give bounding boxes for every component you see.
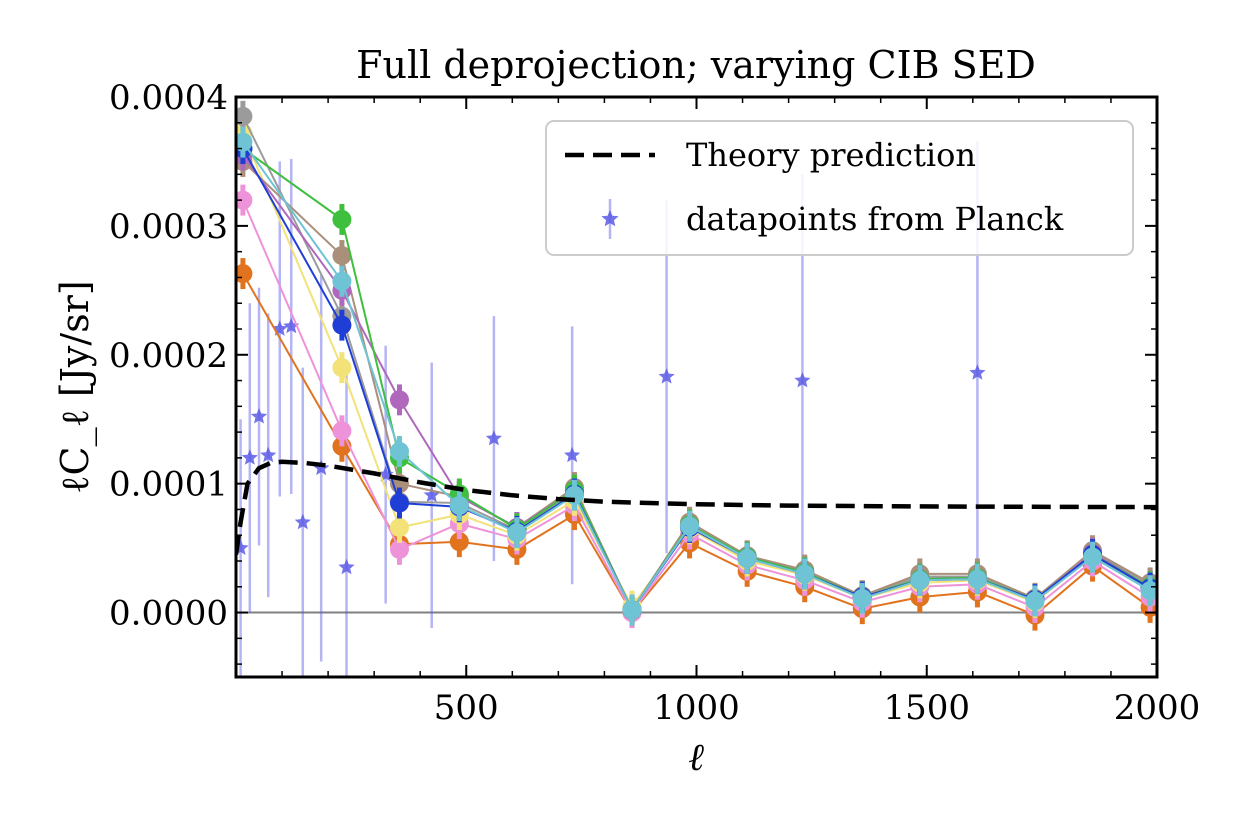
series-point — [332, 315, 352, 335]
series-point — [449, 532, 469, 552]
planck-point — [294, 513, 311, 530]
planck-point — [969, 364, 986, 380]
planck-point — [283, 317, 300, 334]
planck-point — [338, 558, 355, 575]
series-point — [737, 548, 757, 568]
theory-line — [236, 459, 1157, 555]
planck-point — [260, 446, 277, 463]
legend: Theory prediction datapoints from Planck — [545, 120, 1134, 256]
series-point — [910, 570, 930, 590]
plot-area — [236, 100, 1157, 677]
series-0 — [236, 258, 1157, 631]
series-point — [389, 517, 409, 537]
x-tick-label: 500 — [434, 688, 499, 728]
y-axis-label: ℓC_ℓ [Jy/sr] — [53, 280, 98, 493]
series-point — [389, 441, 409, 461]
series-point — [622, 600, 642, 620]
series-point — [236, 190, 253, 210]
series-point — [852, 588, 872, 608]
planck-point — [794, 372, 811, 388]
x-tick-label: 1000 — [653, 688, 740, 728]
y-tick-label: 0.0003 — [109, 207, 228, 247]
chart-title: Full deprojection; varying CIB SED — [356, 43, 1036, 87]
series-line — [242, 141, 1151, 612]
series-point — [1025, 591, 1045, 611]
planck-point — [241, 449, 258, 465]
planck-point — [313, 459, 330, 476]
planck-point — [564, 446, 581, 463]
planck-point — [658, 368, 675, 384]
series-point — [507, 523, 527, 543]
planck-point — [250, 408, 268, 424]
series-line — [242, 273, 1151, 617]
legend-planck-label: datapoints from Planck — [686, 200, 1064, 238]
planck-point — [485, 430, 502, 446]
series-point — [236, 264, 253, 284]
series-8 — [236, 126, 1157, 626]
legend-box — [545, 120, 1134, 256]
axis-ticks: 500 1000 1500 2000 0.0000 0.0001 0.0002 0.0003 0… — [109, 78, 1200, 728]
x-tick-label: 2000 — [1114, 688, 1201, 728]
y-tick-label: 0.0004 — [109, 78, 228, 118]
y-tick-label: 0.0002 — [109, 336, 228, 376]
x-axis-label: ℓ — [688, 735, 704, 779]
planck-point — [423, 486, 440, 503]
series-point — [389, 493, 409, 513]
y-tick-label: 0.0000 — [109, 594, 228, 634]
series-point — [449, 496, 469, 516]
series-point — [680, 516, 700, 536]
series-point — [332, 209, 352, 229]
series-point — [389, 539, 409, 559]
series-line — [241, 132, 1151, 608]
x-tick-label: 1500 — [883, 688, 970, 728]
series-point — [389, 390, 409, 410]
series-point — [332, 421, 352, 441]
series-point — [332, 271, 352, 291]
series-point — [332, 246, 352, 266]
series-point — [1083, 547, 1103, 567]
series-point — [332, 358, 352, 378]
y-tick-label: 0.0001 — [109, 465, 228, 505]
series-point — [236, 106, 253, 126]
legend-planck-star — [601, 210, 619, 227]
series-line — [242, 160, 1151, 613]
series-line — [241, 199, 1151, 615]
series-point — [967, 569, 987, 589]
series-point — [795, 564, 815, 584]
series-point — [236, 132, 253, 152]
series-point — [1140, 581, 1157, 601]
legend-theory-label: Theory prediction — [686, 136, 976, 174]
data-series — [236, 100, 1157, 631]
